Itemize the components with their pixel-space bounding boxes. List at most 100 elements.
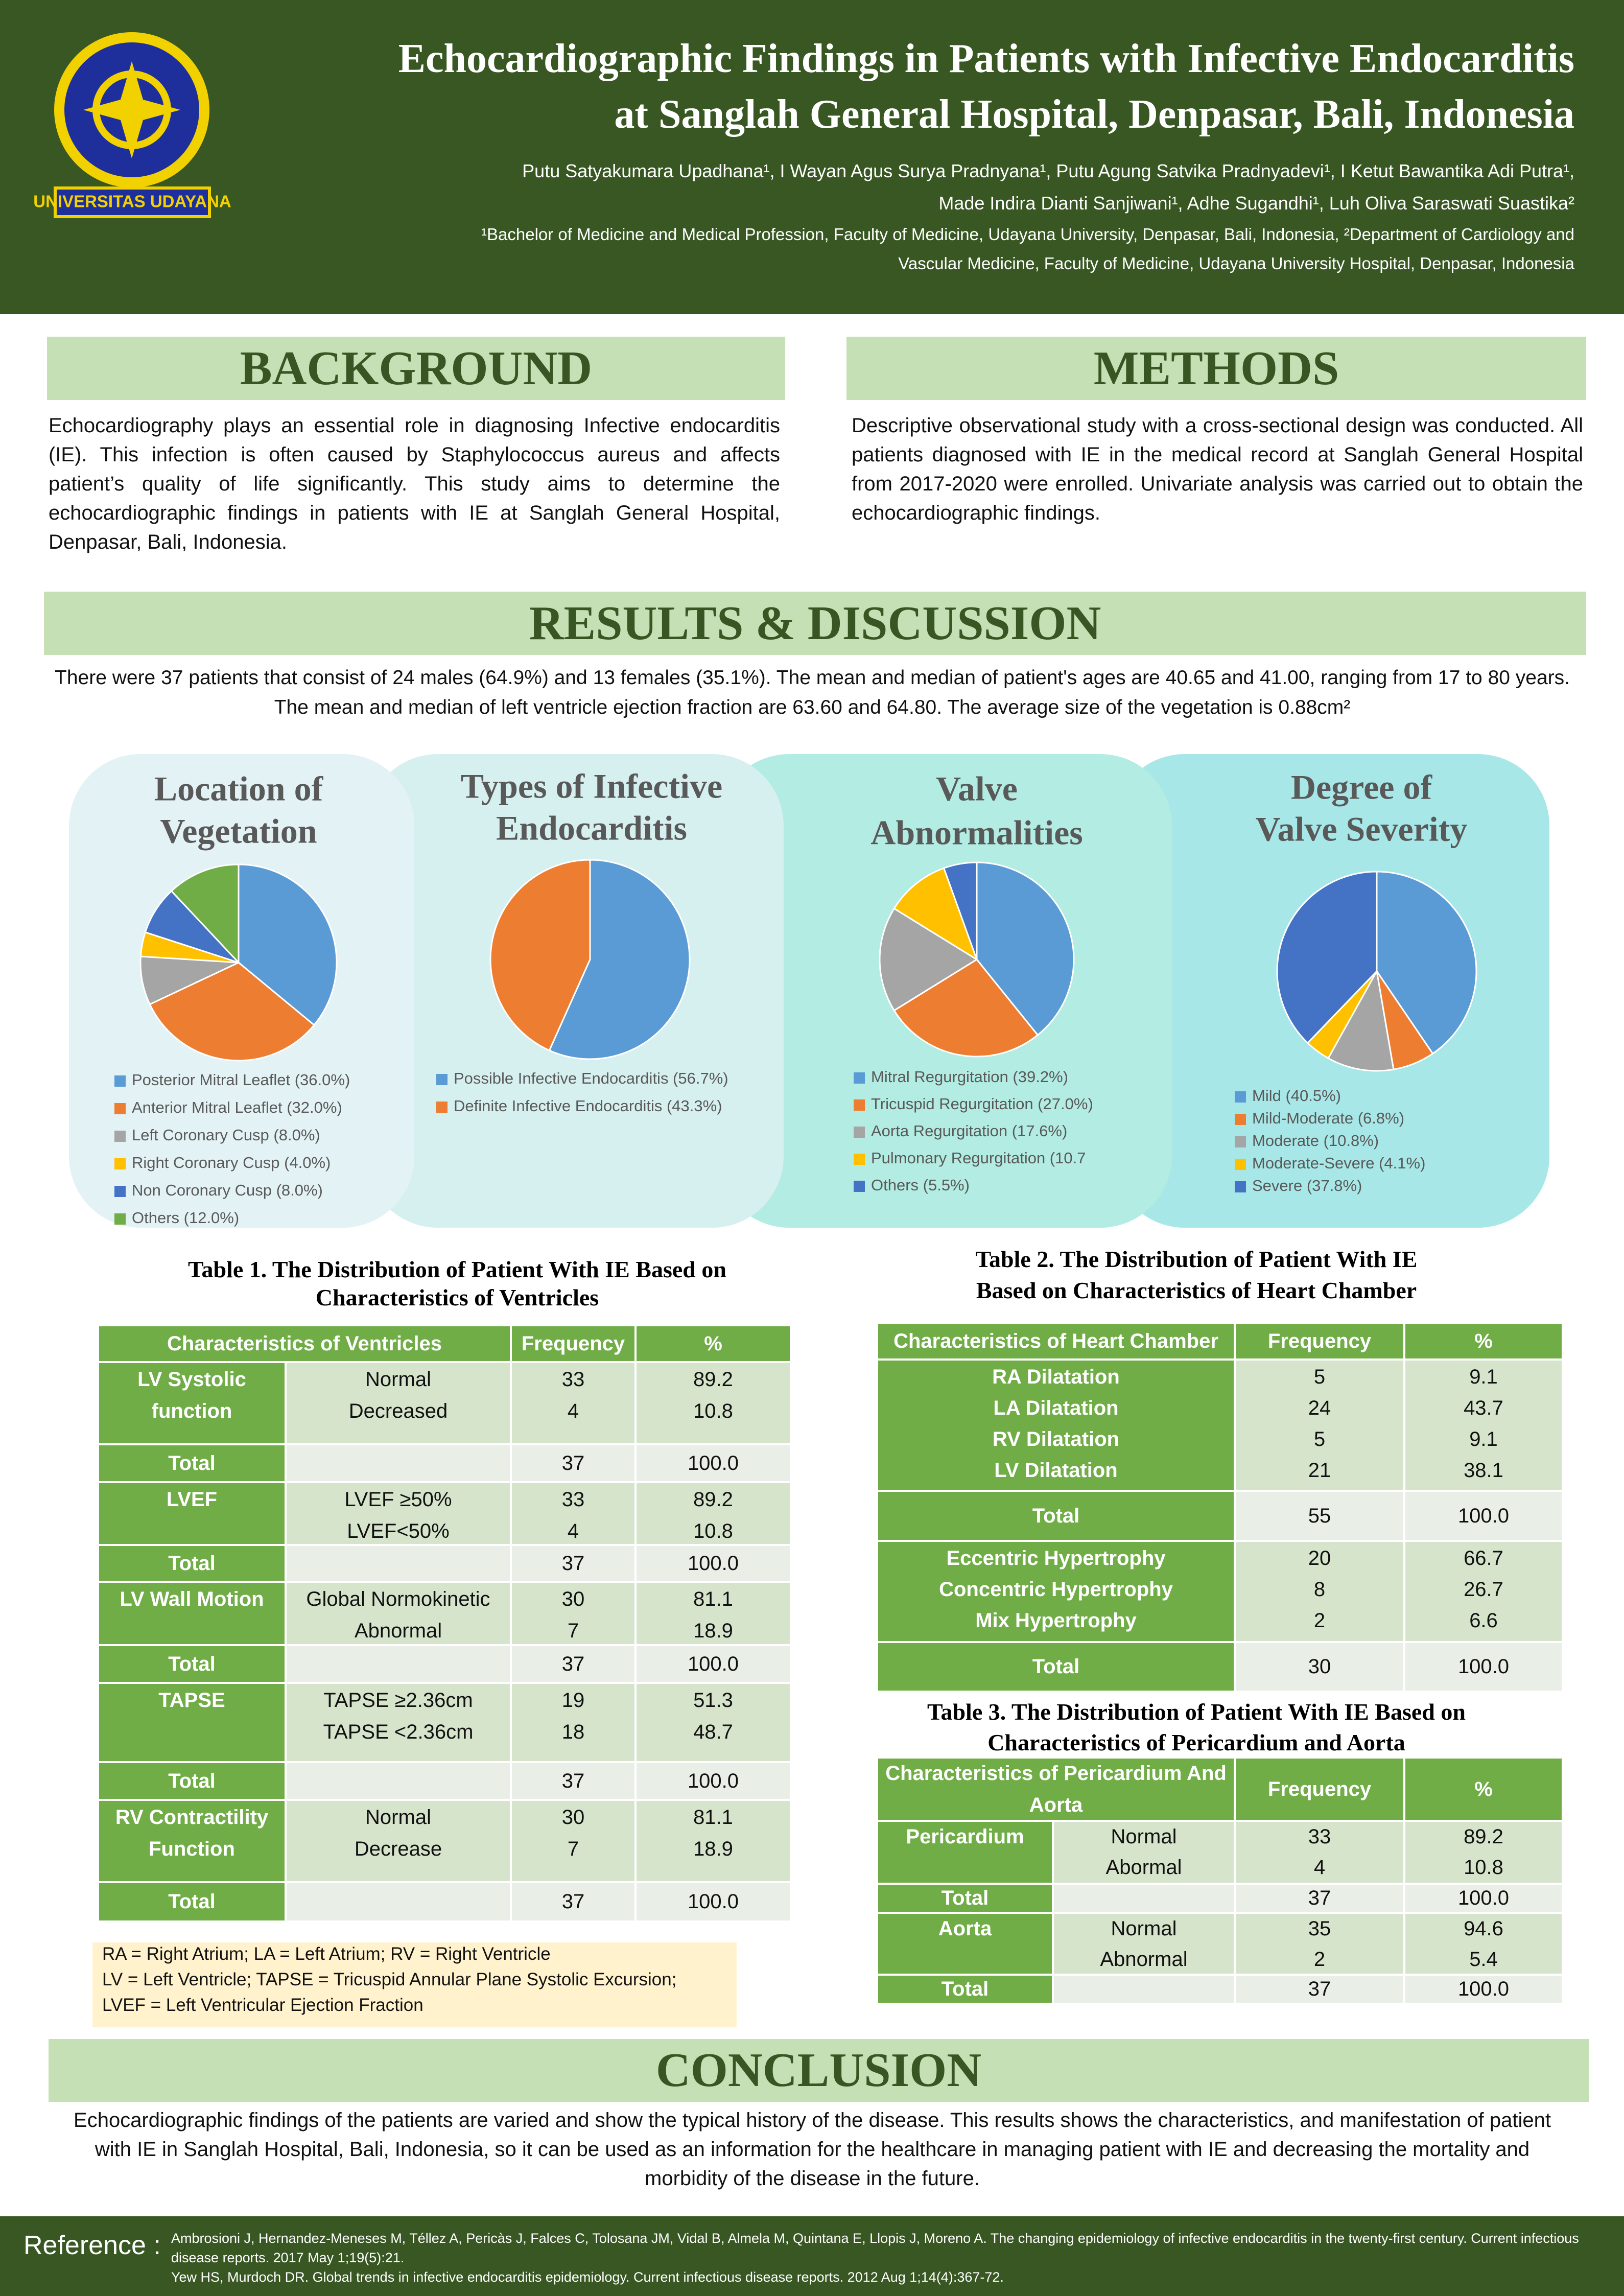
cell-text: 55 [1308,1505,1331,1527]
cell-text: 37 [561,1770,585,1792]
table-cell [877,1821,1053,1884]
table-header-cell: Frequency [511,1325,636,1362]
cell-text: 33 [561,1368,585,1391]
table-cell [511,1482,636,1545]
pie-slice [976,861,1075,1037]
table-cell [98,1762,286,1800]
table-header-cell: Frequency [1235,1758,1404,1821]
cell-text: 94.6 [1464,1917,1503,1940]
table-title: Table 2. The Distribution of Patient Wit… [975,1246,1418,1272]
legend-swatch [114,1158,126,1169]
legend-label: Mild (40.5%) [1252,1087,1341,1105]
legend-swatch [1235,1091,1246,1103]
table-cell [636,1582,791,1645]
table-cell [877,1491,1235,1541]
note-line: LVEF = Left Ventricular Ejection Fractio… [102,1995,423,2015]
cell-text: 43.7 [1464,1397,1503,1419]
table-cell [511,1762,636,1800]
legend-swatch [1235,1136,1246,1147]
legend-swatch [854,1099,865,1111]
cell-text: 18.9 [693,1838,733,1860]
cell-text: 21 [1308,1459,1331,1482]
cell-text: 37 [1308,1887,1331,1909]
note-box [92,1942,737,2027]
cell-text: 18 [561,1721,585,1743]
reference-list: Ambrosioni J, Hernandez-Meneses M, Télle… [171,2229,1581,2287]
legend-swatch [114,1186,126,1197]
note-line: RA = Right Atrium; LA = Left Atrium; RV … [102,1944,551,1964]
cell-text: 26.7 [1464,1578,1503,1601]
pie-slice [149,962,316,1062]
cell-text: 100.0 [687,1890,739,1913]
cell-text: 4 [1313,1856,1326,1879]
table-cell [636,1545,791,1582]
table-cell [636,1645,791,1683]
legend-swatch [436,1102,448,1113]
cell-text: Total [1032,1655,1080,1678]
cell-text: 4 [567,1400,579,1422]
pie-slice [893,958,1039,1058]
cell-text: RA Dilatation [992,1366,1120,1388]
table-cell [286,1482,511,1545]
table-cell [1053,1821,1235,1884]
cell-text: Total [168,1452,216,1474]
cell-text: 9.1 [1469,1428,1498,1450]
cell-text: 81.1 [693,1588,733,1610]
cell-text: Total [168,1653,216,1675]
legend-swatch [1235,1159,1246,1170]
table-cell [1235,1491,1404,1541]
table-header-cell: Characteristics of Ventricles [98,1325,511,1362]
note-line: LV = Left Ventricle; TAPSE = Tricuspid A… [102,1970,677,1989]
legend-swatch [114,1103,126,1114]
pie-slice [893,867,978,962]
table-cell [877,1913,1053,1975]
cell-text: 100.0 [687,1452,739,1474]
cell-text: 8 [1313,1578,1326,1601]
cell-text: 30 [1308,1655,1331,1678]
legend-swatch [114,1075,126,1087]
legend-label: Severe (37.8%) [1252,1177,1362,1194]
reference-item: Ambrosioni J, Hernandez-Meneses M, Télle… [171,2231,1579,2265]
cell-text: 2 [1313,1609,1326,1632]
cell-text: RV Contractility Function [115,1806,269,1860]
table-cell [511,1444,636,1482]
cell-text: Total [168,1552,216,1575]
cell-text: Total [941,1887,989,1909]
table-cell [98,1800,286,1882]
legend-label: Right Coronary Cusp (4.0%) [132,1154,331,1172]
legend-swatch [854,1072,865,1084]
cell-text: 37 [561,1452,585,1474]
cell-text: 89.2 [1464,1825,1503,1848]
cell-text: 20 [1308,1547,1331,1569]
legend-swatch [436,1074,448,1085]
cell-text: TAPSE ≥2.36cm [323,1689,473,1712]
legend-label: Pulmonary Regurgitation (10.7 [871,1149,1086,1167]
table-header-cell: % [1404,1323,1563,1360]
table-cell [636,1882,791,1922]
table-cell [1404,1360,1563,1491]
cell-text: Global Normokinetic [306,1588,490,1610]
logo-banner [54,186,211,218]
table-cell [636,1482,791,1545]
chart-title: Valve [936,769,1018,808]
cell-text: Decrease [354,1838,442,1860]
section-heading: RESULTS & DISCUSSION [44,592,1586,655]
table-cell [1053,1975,1235,2004]
pie-slice [144,889,240,964]
cell-text: 30 [561,1588,585,1610]
cell-text: 51.3 [693,1689,733,1712]
legend-label: Left Coronary Cusp (8.0%) [132,1126,320,1144]
cell-text: 100.0 [1457,1655,1510,1678]
legend-swatch [114,1213,126,1225]
table-title: Table 3. The Distribution of Patient Wit… [927,1699,1466,1725]
cell-text: 100.0 [1457,1978,1510,2000]
table-cell [511,1645,636,1683]
table-cell [98,1444,286,1482]
chart-title: Location of [154,769,324,808]
chart-title: Vegetation [160,812,317,851]
cell-text: 19 [561,1689,585,1712]
cell-text: 6.6 [1469,1609,1498,1632]
table-cell [877,1541,1235,1642]
table-cell [511,1362,636,1444]
